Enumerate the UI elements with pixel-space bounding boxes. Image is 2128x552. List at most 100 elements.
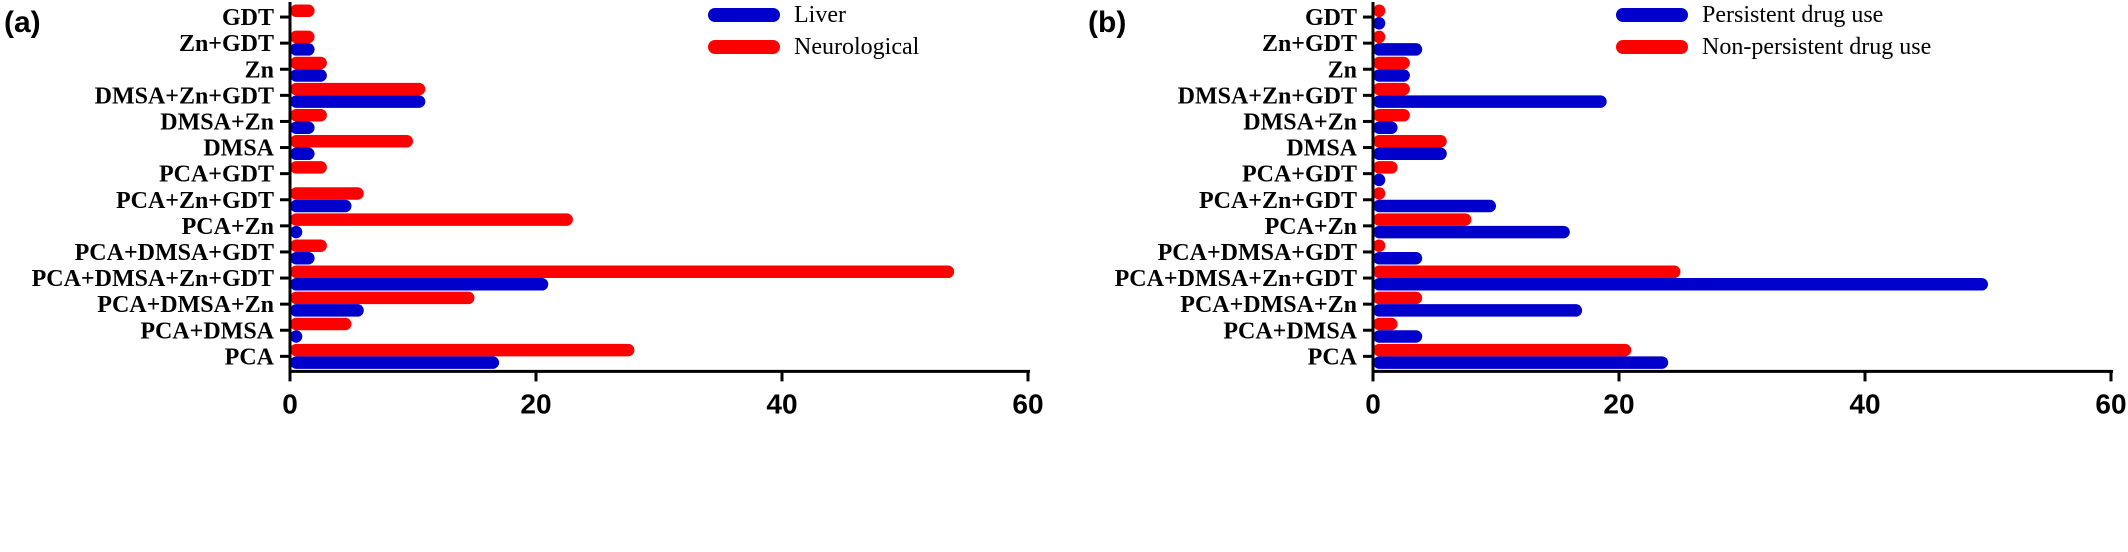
legend-swatch-liver [708, 8, 780, 22]
bar-liver-pca [290, 356, 500, 369]
bar-neurological-gdt [290, 4, 315, 18]
chart-panel-2: (b) GDTZn+GDTZnDMSA+Zn+GDTDMSA+ZnDMSAPCA+… [1088, 2, 2127, 419]
bar-non-persistent-drug-use-gdt [1373, 4, 1386, 18]
category-label-pca-dmsa-zn: PCA+DMSA+Zn [97, 292, 274, 318]
category-label-pca-zn: PCA+Zn [1265, 214, 1357, 240]
bar-neurological-pca-dmsa-zn-gdt [290, 265, 955, 279]
bar-non-persistent-drug-use-pca-zn [1373, 213, 1472, 226]
bar-liver-pca-dmsa-zn-gdt [290, 278, 549, 291]
bar-liver-zn [290, 69, 327, 82]
bar-non-persistent-drug-use-pca-gdt [1373, 161, 1398, 174]
bar-neurological-pca-dmsa-zn [290, 291, 475, 305]
bar-neurological-dmsa-zn [290, 108, 327, 122]
bar-liver-pca-dmsa-zn [290, 304, 364, 317]
bar-neurological-pca-gdt [290, 161, 327, 174]
category-label-gdt: GDT [222, 5, 274, 31]
bar-liver-dmsa-zn-gdt [290, 95, 426, 108]
bar-persistent-drug-use-dmsa-zn [1373, 121, 1398, 134]
bar-neurological-pca-dmsa-gdt [290, 239, 327, 252]
bar-persistent-drug-use-pca-zn [1373, 225, 1570, 239]
bar-liver-pca-dmsa-gdt [290, 251, 315, 265]
bar-persistent-drug-use-pca-dmsa-gdt [1373, 251, 1423, 265]
bar-neurological-dmsa [290, 135, 413, 148]
category-label-pca-zn: PCA+Zn [182, 214, 274, 240]
bar-non-persistent-drug-use-dmsa-zn-gdt [1373, 82, 1410, 96]
category-label-zn-gdt: Zn+GDT [1262, 31, 1357, 57]
category-label-pca-dmsa-zn: PCA+DMSA+Zn [1180, 292, 1357, 318]
x-tick-label-40: 40 [1849, 388, 1880, 419]
bar-liver-pca-dmsa [290, 330, 303, 343]
x-tick-label-60: 60 [1012, 388, 1043, 419]
bar-persistent-drug-use-gdt [1373, 17, 1386, 30]
category-label-zn-gdt: Zn+GDT [179, 31, 274, 57]
bar-persistent-drug-use-pca-zn-gdt [1373, 199, 1496, 213]
category-label-pca-dmsa: PCA+DMSA [1223, 318, 1357, 344]
category-label-pca-dmsa-zn-gdt: PCA+DMSA+Zn+GDT [1115, 266, 1357, 292]
bar-neurological-pca-zn [290, 213, 573, 226]
bar-neurological-pca-zn-gdt [290, 187, 364, 200]
bar-persistent-drug-use-pca-gdt [1373, 173, 1386, 187]
category-label-dmsa-zn: DMSA+Zn [1243, 109, 1357, 135]
x-tick-label-20: 20 [1603, 388, 1634, 419]
bar-non-persistent-drug-use-zn-gdt [1373, 30, 1386, 44]
bar-persistent-drug-use-pca [1373, 356, 1669, 369]
legend-swatch-non-persistent-drug-use [1616, 40, 1688, 54]
bar-non-persistent-drug-use-pca [1373, 343, 1632, 357]
legend-label-neurological: Neurological [794, 34, 920, 60]
bar-neurological-dmsa-zn-gdt [290, 82, 426, 96]
category-label-pca-dmsa-gdt: PCA+DMSA+GDT [75, 240, 274, 266]
legend-label-persistent-drug-use: Persistent drug use [1702, 2, 1883, 28]
category-label-dmsa: DMSA [203, 136, 274, 162]
x-tick-label-0: 0 [1365, 388, 1381, 419]
bar-non-persistent-drug-use-dmsa-zn [1373, 108, 1410, 122]
bar-neurological-pca-dmsa [290, 317, 352, 331]
bar-non-persistent-drug-use-pca-dmsa-zn-gdt [1373, 265, 1681, 279]
panel-label: (b) [1088, 6, 1126, 39]
bar-non-persistent-drug-use-pca-dmsa-gdt [1373, 239, 1386, 252]
category-label-pca-gdt: PCA+GDT [159, 162, 274, 188]
bar-non-persistent-drug-use-dmsa [1373, 135, 1447, 148]
bar-neurological-zn [290, 56, 327, 70]
bar-persistent-drug-use-dmsa [1373, 147, 1447, 161]
legend-label-liver: Liver [794, 2, 846, 28]
bar-liver-pca-zn [290, 225, 303, 239]
category-label-dmsa-zn: DMSA+Zn [160, 109, 274, 135]
bar-persistent-drug-use-pca-dmsa [1373, 330, 1423, 343]
x-tick-label-20: 20 [520, 388, 551, 419]
bar-persistent-drug-use-pca-dmsa-zn-gdt [1373, 278, 1988, 291]
legend-swatch-persistent-drug-use [1616, 8, 1688, 22]
category-label-pca-dmsa: PCA+DMSA [140, 318, 274, 344]
bar-non-persistent-drug-use-pca-dmsa [1373, 317, 1398, 331]
category-label-zn: Zn [1328, 57, 1357, 83]
bar-neurological-pca [290, 343, 635, 357]
category-label-dmsa-zn-gdt: DMSA+Zn+GDT [1178, 83, 1357, 109]
legend-swatch-neurological [708, 40, 780, 54]
category-label-dmsa: DMSA [1286, 136, 1357, 162]
category-label-gdt: GDT [1305, 5, 1357, 31]
bar-liver-pca-zn-gdt [290, 199, 352, 213]
chart-panel-1: (a) GDTZn+GDTZnDMSA+Zn+GDTDMSA+ZnDMSAPCA+… [4, 2, 1044, 419]
bar-liver-zn-gdt [290, 43, 315, 56]
bar-non-persistent-drug-use-zn [1373, 56, 1410, 70]
category-label-pca: PCA [1308, 344, 1358, 370]
category-label-pca-dmsa-gdt: PCA+DMSA+GDT [1158, 240, 1357, 266]
x-tick-label-60: 60 [2095, 388, 2126, 419]
category-label-pca: PCA [225, 344, 275, 370]
category-label-pca-gdt: PCA+GDT [1242, 162, 1357, 188]
panel-label: (a) [4, 6, 41, 39]
bar-persistent-drug-use-pca-dmsa-zn [1373, 304, 1583, 317]
category-label-pca-dmsa-zn-gdt: PCA+DMSA+Zn+GDT [32, 266, 274, 292]
category-label-zn: Zn [245, 57, 274, 83]
x-tick-label-0: 0 [282, 388, 298, 419]
bar-persistent-drug-use-dmsa-zn-gdt [1373, 95, 1607, 108]
category-label-dmsa-zn-gdt: DMSA+Zn+GDT [95, 83, 274, 109]
category-label-pca-zn-gdt: PCA+Zn+GDT [1199, 188, 1357, 214]
x-tick-label-40: 40 [766, 388, 797, 419]
category-label-pca-zn-gdt: PCA+Zn+GDT [116, 188, 274, 214]
legend-label-non-persistent-drug-use: Non-persistent drug use [1702, 34, 1931, 60]
bar-persistent-drug-use-zn [1373, 69, 1410, 82]
bar-liver-dmsa-zn [290, 121, 315, 134]
bar-non-persistent-drug-use-pca-zn-gdt [1373, 187, 1386, 200]
bar-persistent-drug-use-zn-gdt [1373, 43, 1423, 56]
